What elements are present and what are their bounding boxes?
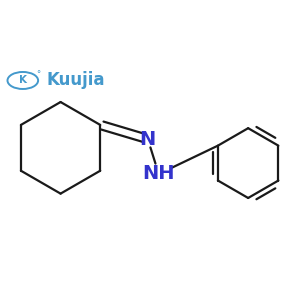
- Text: Kuujia: Kuujia: [46, 71, 105, 89]
- Text: NH: NH: [142, 164, 175, 184]
- Text: K: K: [19, 76, 27, 85]
- Text: °: °: [37, 70, 41, 80]
- Text: N: N: [140, 130, 156, 148]
